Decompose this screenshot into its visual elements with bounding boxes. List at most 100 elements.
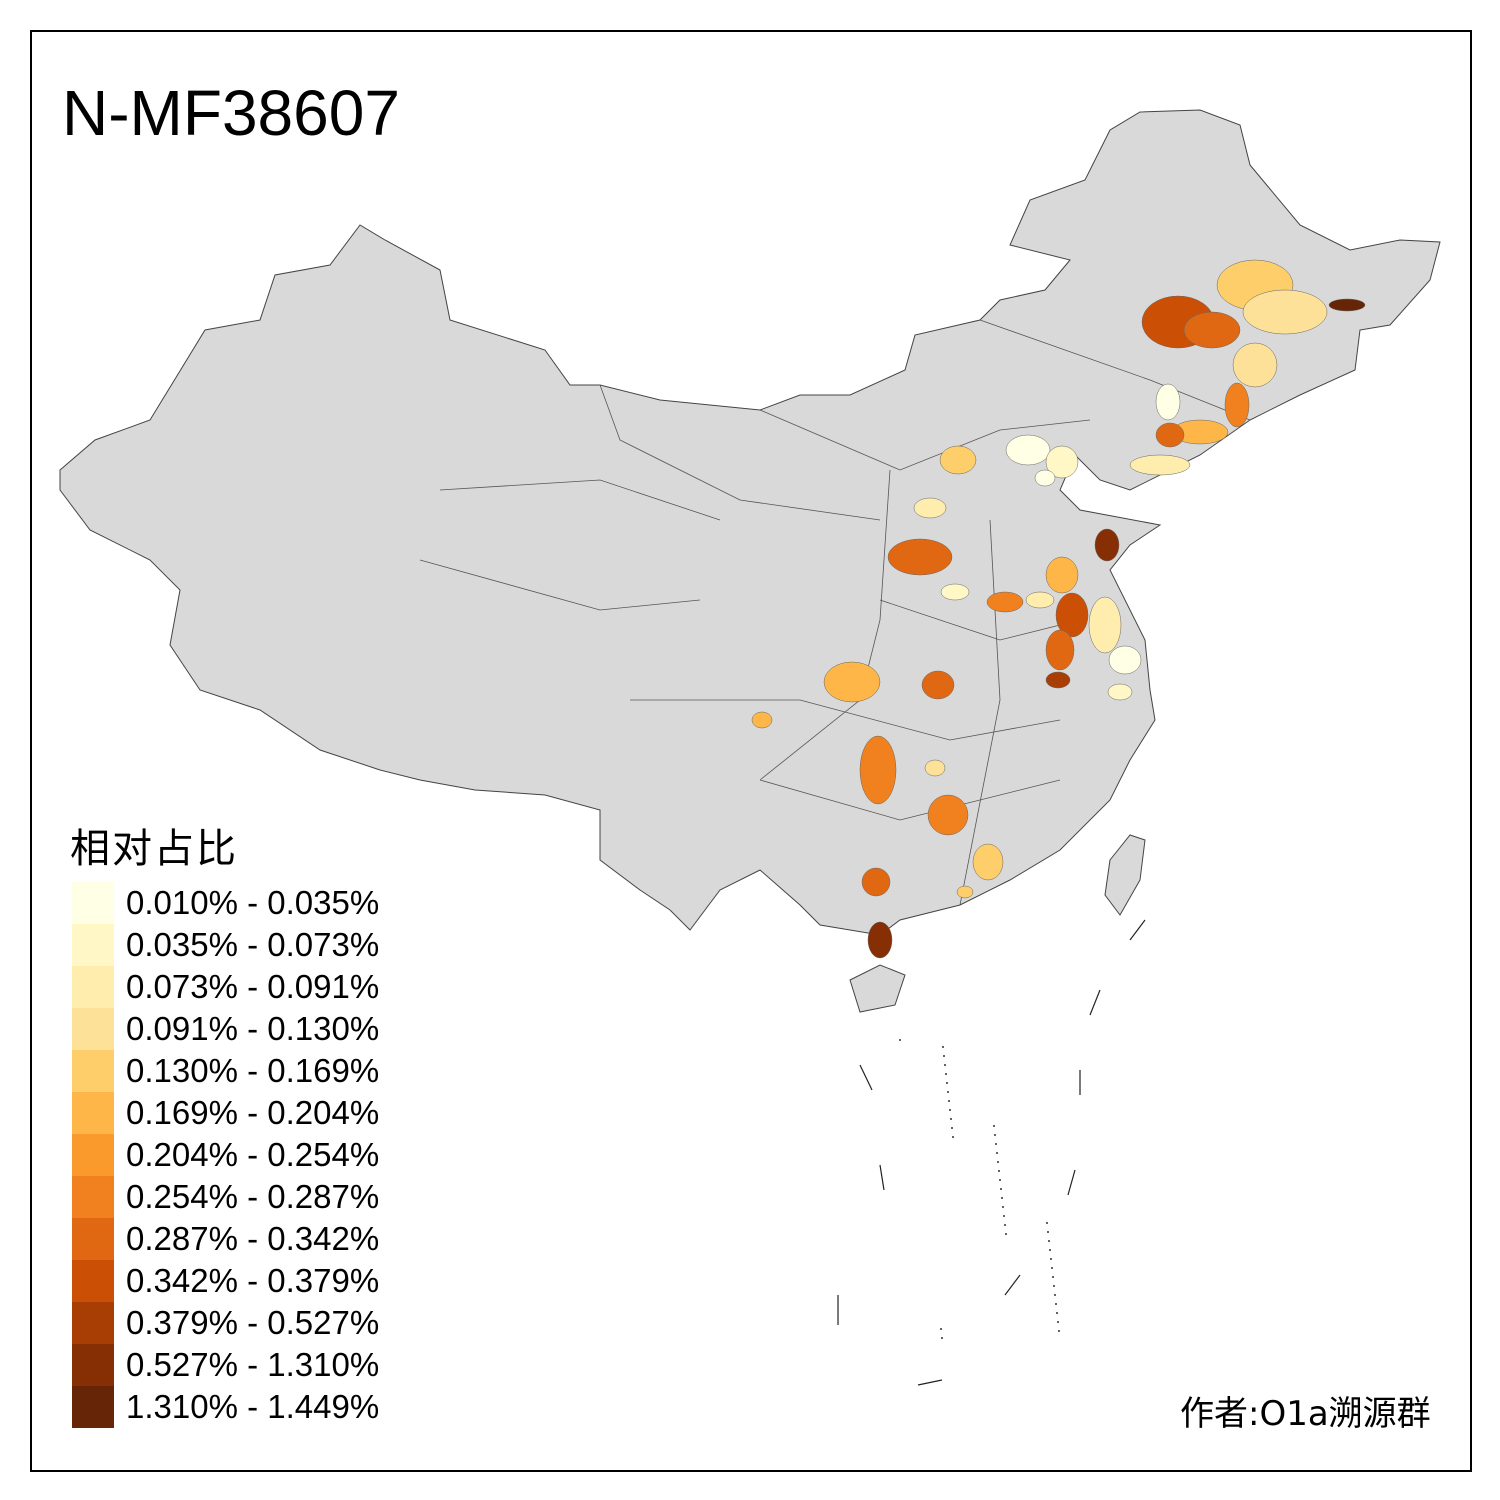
shaded-region <box>913 497 947 519</box>
hainan-island <box>849 964 906 1013</box>
shaded-region <box>1183 311 1241 349</box>
nine-dash-line-segment <box>917 1379 943 1386</box>
island-dot <box>1047 1231 1049 1233</box>
island-dot <box>944 1064 946 1066</box>
province-border <box>630 699 1061 741</box>
shaded-region <box>940 583 970 601</box>
island-dot <box>1001 1197 1003 1199</box>
island-dot <box>1057 1321 1059 1323</box>
island-dot <box>1048 1240 1050 1242</box>
island-dot <box>1053 1285 1055 1287</box>
shaded-region <box>1108 645 1142 675</box>
legend-label: 0.073% - 0.091% <box>126 968 380 1005</box>
legend-label: 1.310% - 1.449% <box>126 1388 380 1425</box>
island-dot <box>1058 1330 1060 1332</box>
legend-swatch <box>72 882 114 924</box>
legend-swatch <box>72 1134 114 1176</box>
island-dot <box>947 1091 949 1093</box>
island-dot <box>946 1082 948 1084</box>
island-dot <box>1004 1224 1006 1226</box>
shaded-region <box>1107 683 1133 701</box>
shaded-region <box>859 735 897 805</box>
shaded-region <box>924 759 946 777</box>
island-dot <box>1046 1222 1048 1224</box>
island-dot <box>994 1134 996 1136</box>
legend-label: 0.169% - 0.204% <box>126 1094 380 1131</box>
legend-label: 0.130% - 0.169% <box>126 1052 380 1089</box>
island-dot <box>1054 1294 1056 1296</box>
province-border <box>979 319 1251 421</box>
island-dot <box>997 1161 999 1163</box>
legend-swatch <box>72 1218 114 1260</box>
island-dot <box>993 1125 995 1127</box>
island-dot <box>945 1073 947 1075</box>
island-dot <box>940 1328 942 1330</box>
island-dot <box>1051 1267 1053 1269</box>
island-dot <box>998 1170 1000 1172</box>
legend-swatch <box>72 1386 114 1428</box>
legend-title: 相对占比 <box>70 826 238 872</box>
taiwan-island <box>1104 834 1146 916</box>
province-border <box>419 559 701 611</box>
shaded-region <box>1155 422 1185 448</box>
shaded-region <box>1045 445 1079 479</box>
province-border <box>439 479 721 521</box>
nine-dash-line-segment <box>1089 989 1101 1016</box>
legend-item: 0.379% - 0.527% <box>72 1302 379 1344</box>
shaded-region <box>1045 556 1079 594</box>
nine-dash-line-segment <box>1004 1274 1021 1296</box>
island-dot <box>943 1055 945 1057</box>
legend-label: 0.287% - 0.342% <box>126 1220 380 1257</box>
province-border <box>879 599 1081 641</box>
legend-item: 0.287% - 0.342% <box>72 1218 379 1260</box>
legend-label: 0.527% - 1.310% <box>126 1346 380 1383</box>
island-dot <box>899 1039 901 1041</box>
legend-item: 0.342% - 0.379% <box>72 1260 379 1302</box>
legend-swatch <box>72 966 114 1008</box>
shaded-region <box>1005 434 1051 466</box>
legend-swatch <box>72 1176 114 1218</box>
island-dot <box>1049 1249 1051 1251</box>
shaded-region <box>1045 671 1071 689</box>
legend-label: 0.254% - 0.287% <box>126 1178 380 1215</box>
island-dot <box>950 1118 952 1120</box>
legend-label: 0.342% - 0.379% <box>126 1262 380 1299</box>
shaded-region <box>1224 382 1250 428</box>
shaded-region <box>867 921 893 959</box>
legend-label: 0.204% - 0.254% <box>126 1136 380 1173</box>
island-dot <box>1056 1312 1058 1314</box>
island-dot <box>941 1337 943 1339</box>
island-dot <box>942 1046 944 1048</box>
island-dot <box>952 1136 954 1138</box>
legend-swatch <box>72 1302 114 1344</box>
shaded-region <box>1328 298 1366 312</box>
shaded-region <box>1232 342 1278 388</box>
legend-item: 0.130% - 0.169% <box>72 1050 379 1092</box>
nine-dash-line-segment <box>1067 1169 1076 1196</box>
shaded-region <box>921 670 955 700</box>
island-dot <box>1002 1206 1004 1208</box>
province-border <box>959 519 1001 906</box>
legend-item: 0.073% - 0.091% <box>72 966 379 1008</box>
island-dot <box>948 1100 950 1102</box>
island-dot <box>1052 1276 1054 1278</box>
shaded-region <box>986 591 1024 613</box>
legend-label: 0.379% - 0.527% <box>126 1304 380 1341</box>
legend-label: 0.010% - 0.035% <box>126 884 380 921</box>
shaded-region <box>956 885 974 899</box>
legend-swatch <box>72 1092 114 1134</box>
map-title: N-MF38607 <box>62 77 400 149</box>
author-credit: 作者:O1a溯源群 <box>1180 1394 1431 1434</box>
legend-item: 1.310% - 1.449% <box>72 1386 379 1428</box>
island-dot <box>1000 1188 1002 1190</box>
shaded-region <box>1155 383 1181 421</box>
legend-item: 0.254% - 0.287% <box>72 1176 379 1218</box>
island-dot <box>1003 1215 1005 1217</box>
shaded-region <box>1034 469 1056 487</box>
shaded-region <box>1242 289 1328 335</box>
island-dot <box>1005 1233 1007 1235</box>
legend-swatch <box>72 1260 114 1302</box>
legend-item: 0.169% - 0.204% <box>72 1092 379 1134</box>
nine-dash-line-segment <box>879 1164 885 1191</box>
